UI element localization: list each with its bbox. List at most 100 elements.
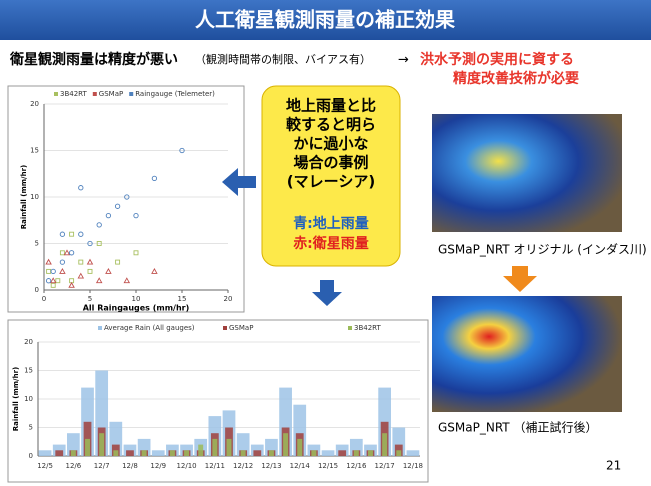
point — [179, 147, 185, 154]
x-tick-label: 12/5 — [37, 462, 53, 470]
point — [105, 212, 112, 219]
statement-note: （観測時間帯の制限、バイアス有） — [195, 52, 371, 66]
point — [95, 277, 103, 284]
x-tick-label: 12/7 — [94, 462, 110, 470]
y-tick-label: 20 — [24, 338, 33, 346]
bar — [126, 450, 134, 456]
bar — [240, 450, 246, 456]
y-axis-label: Rainfall (mm/hr) — [12, 367, 20, 431]
bar — [353, 450, 359, 456]
bar — [184, 450, 190, 456]
x-tick-label: 12/18 — [403, 462, 423, 470]
legend-label: Average Rain (All gauges) — [104, 324, 195, 332]
title: 人工衛星観測雨量の補正効果 — [195, 8, 455, 32]
bar — [396, 450, 402, 456]
legend-swatch — [54, 92, 58, 96]
bar — [169, 450, 175, 456]
point — [151, 175, 158, 182]
bar — [141, 450, 147, 456]
callout-line: (マレーシア) — [287, 173, 375, 191]
point — [69, 231, 75, 237]
point — [114, 203, 121, 209]
bar — [85, 438, 90, 456]
legend-label: 3B42RT — [60, 90, 88, 98]
bar — [368, 450, 373, 456]
legend-swatch — [129, 92, 134, 96]
point — [50, 282, 56, 288]
point — [45, 278, 52, 284]
callout-box — [261, 85, 401, 267]
x-tick-label: 12/10 — [176, 462, 196, 470]
x-axis-label: All Raingauges (mm/hr) — [83, 304, 190, 313]
point — [45, 258, 52, 265]
point — [123, 277, 131, 284]
y-tick-label: 20 — [30, 100, 39, 108]
point — [59, 259, 66, 265]
legend-label: GSMaP — [229, 324, 253, 332]
point — [59, 267, 66, 274]
x-tick-label: 12/14 — [290, 462, 311, 470]
bar — [198, 444, 204, 456]
y-tick-label: 0 — [29, 452, 33, 460]
callout-line: かに過小な — [293, 135, 368, 153]
timeseries-frame — [7, 319, 429, 483]
bar — [70, 450, 76, 456]
point — [96, 222, 102, 228]
y-tick-label: 5 — [29, 424, 33, 432]
x-tick-label: 12/13 — [261, 462, 281, 470]
point — [59, 250, 65, 256]
point — [115, 259, 121, 265]
callout-blue: 青:地上雨量 — [293, 215, 369, 232]
map-caption: GSMaP_NRT オリジナル (インダス川) — [438, 242, 647, 257]
x-tick-label: 15 — [178, 295, 187, 303]
bar — [38, 450, 52, 456]
point — [105, 267, 112, 274]
callout-line: 場合の事例 — [293, 154, 368, 172]
statement-main: 衛星観測雨量は精度が悪い — [9, 51, 178, 68]
x-tick-label: 12/17 — [375, 462, 395, 470]
header-bar — [0, 0, 651, 40]
y-tick-label: 0 — [35, 286, 39, 294]
x-tick-label: 12/9 — [150, 462, 166, 470]
y-axis-label: Rainfall (mm/hr) — [20, 165, 28, 229]
bar — [382, 433, 388, 456]
point — [87, 268, 93, 274]
x-tick-label: 12/11 — [205, 462, 225, 470]
x-tick-label: 12/8 — [122, 462, 138, 470]
x-tick-label: 5 — [88, 295, 92, 303]
map-original — [432, 114, 622, 232]
x-tick-label: 0 — [42, 295, 46, 303]
legend-label: 3B42RT — [354, 324, 382, 332]
point — [68, 281, 75, 288]
bar — [283, 433, 289, 456]
map-caption: GSMaP_NRT （補正試行後） — [438, 420, 597, 435]
bar — [212, 438, 218, 456]
bar — [253, 450, 262, 456]
x-tick-label: 12/15 — [318, 462, 338, 470]
legend-swatch — [92, 92, 97, 96]
x-tick-label: 20 — [224, 295, 233, 303]
point — [50, 268, 56, 275]
callout-red: 赤:衛星雨量 — [293, 235, 369, 252]
statement-conclusion: 精度改善技術が必要 — [453, 70, 579, 87]
page-number: 21 — [606, 459, 621, 473]
bar — [226, 438, 232, 456]
legend-label: GSMaP — [99, 90, 123, 98]
point — [55, 278, 61, 284]
y-tick-label: 15 — [30, 147, 39, 155]
arrow-down-orange — [503, 266, 537, 292]
legend-swatch — [223, 326, 227, 330]
y-tick-label: 5 — [35, 240, 39, 248]
bar — [55, 450, 64, 456]
point — [77, 272, 85, 279]
map-corrected — [432, 296, 622, 412]
point — [68, 250, 75, 256]
y-tick-label: 10 — [30, 193, 39, 201]
point — [63, 249, 71, 256]
legend-swatch — [98, 326, 102, 330]
bar — [268, 450, 274, 456]
x-tick-label: 12/16 — [346, 462, 367, 470]
callout-line: 較すると明ら — [286, 116, 376, 134]
